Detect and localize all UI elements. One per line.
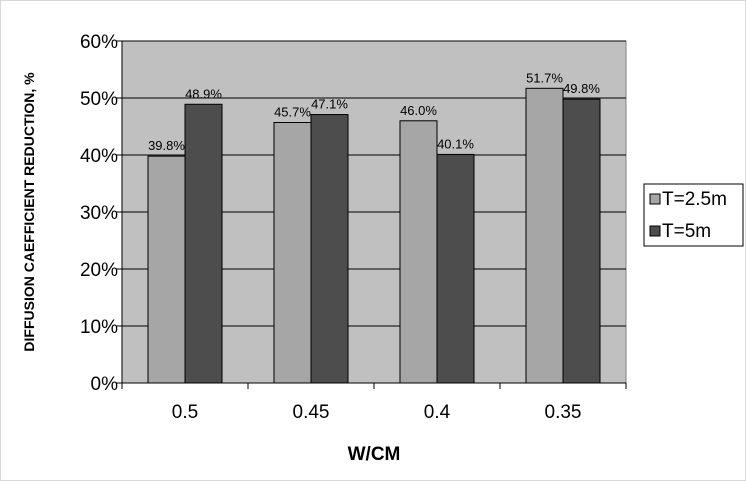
data-label: 49.8% bbox=[563, 81, 600, 96]
x-axis-title: W/CM bbox=[348, 444, 401, 465]
y-tick-labels: 0% 10% 20% 30% 40% 50% 60% bbox=[80, 32, 118, 395]
data-label: 40.1% bbox=[437, 136, 474, 151]
data-label: 51.7% bbox=[526, 70, 563, 85]
bar bbox=[184, 103, 223, 384]
bars bbox=[147, 87, 601, 384]
y-tick-label: 50% bbox=[80, 89, 118, 110]
x-tick-label: 0.4 bbox=[424, 402, 451, 423]
data-label: 39.8% bbox=[148, 138, 185, 153]
bar bbox=[525, 87, 564, 384]
legend-swatch-t2-5m bbox=[649, 193, 661, 205]
legend-label-t5m: T=5m bbox=[662, 221, 711, 242]
y-tick-label: 60% bbox=[80, 32, 118, 53]
bar bbox=[273, 122, 312, 384]
y-tick-label: 30% bbox=[80, 203, 118, 224]
axes bbox=[116, 40, 627, 389]
bar bbox=[399, 120, 438, 384]
data-labels: 39.8% 48.9% 45.7%47.1% 46.0% 40.1% 51.7%49.8% bbox=[148, 70, 600, 153]
bar bbox=[562, 98, 601, 384]
y-tick-label: 40% bbox=[80, 146, 118, 167]
legend: T=2.5m T=5m bbox=[643, 183, 744, 247]
x-tick-labels: 0.5 0.45 0.4 0.35 bbox=[172, 402, 582, 423]
data-label: 45.7% bbox=[274, 105, 311, 120]
y-axis-title: DIFFUSION CAEFFICIENT REDUCTION, % bbox=[21, 72, 37, 352]
legend-label-t2-5m: T=2.5m bbox=[662, 189, 727, 210]
bar bbox=[147, 155, 186, 384]
y-tick-label: 10% bbox=[80, 317, 118, 338]
bar bbox=[310, 114, 349, 384]
legend-swatch-t5m bbox=[649, 225, 661, 237]
x-tick-label: 0.35 bbox=[545, 402, 582, 423]
bar bbox=[436, 153, 475, 384]
y-tick-label: 0% bbox=[91, 374, 119, 395]
data-label: 46.0% bbox=[400, 103, 437, 118]
data-label: 48.9% bbox=[185, 86, 222, 101]
x-tick-label: 0.45 bbox=[293, 402, 330, 423]
y-tick-label: 20% bbox=[80, 260, 118, 281]
data-label: 47.1% bbox=[311, 97, 348, 112]
x-tick-label: 0.5 bbox=[172, 402, 198, 423]
